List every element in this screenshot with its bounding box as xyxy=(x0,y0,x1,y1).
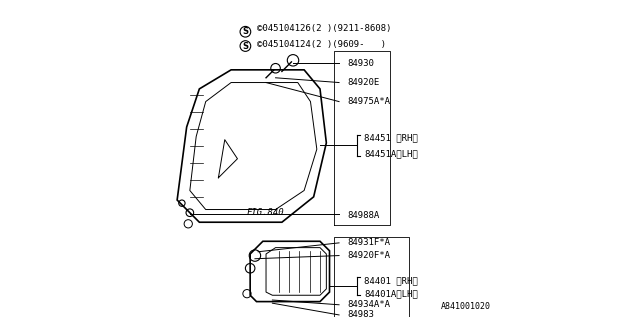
Text: 84930: 84930 xyxy=(347,59,374,68)
Text: ©045104126(2 )(9211-8608): ©045104126(2 )(9211-8608) xyxy=(257,24,391,33)
Text: 84920F*A: 84920F*A xyxy=(347,251,390,260)
Text: 84401 〈RH〉: 84401 〈RH〉 xyxy=(364,276,418,285)
Text: ©045104124(2 )(9609-   ): ©045104124(2 )(9609- ) xyxy=(257,40,385,49)
Text: 84451A〈LH〉: 84451A〈LH〉 xyxy=(364,149,418,158)
Text: 84975A*A: 84975A*A xyxy=(347,97,390,106)
Text: FIG.840: FIG.840 xyxy=(247,208,285,217)
Text: 84931F*A: 84931F*A xyxy=(347,238,390,247)
Text: 84920E: 84920E xyxy=(347,78,380,87)
Text: 84451 〈RH〉: 84451 〈RH〉 xyxy=(364,133,418,143)
Text: A841001020: A841001020 xyxy=(440,302,491,311)
Text: 84934A*A: 84934A*A xyxy=(347,300,390,309)
Text: S: S xyxy=(243,27,248,36)
Text: 84983: 84983 xyxy=(347,310,374,319)
Text: S: S xyxy=(243,42,248,51)
Text: 84401A〈LH〉: 84401A〈LH〉 xyxy=(364,289,418,298)
Text: 84988A: 84988A xyxy=(347,212,380,220)
